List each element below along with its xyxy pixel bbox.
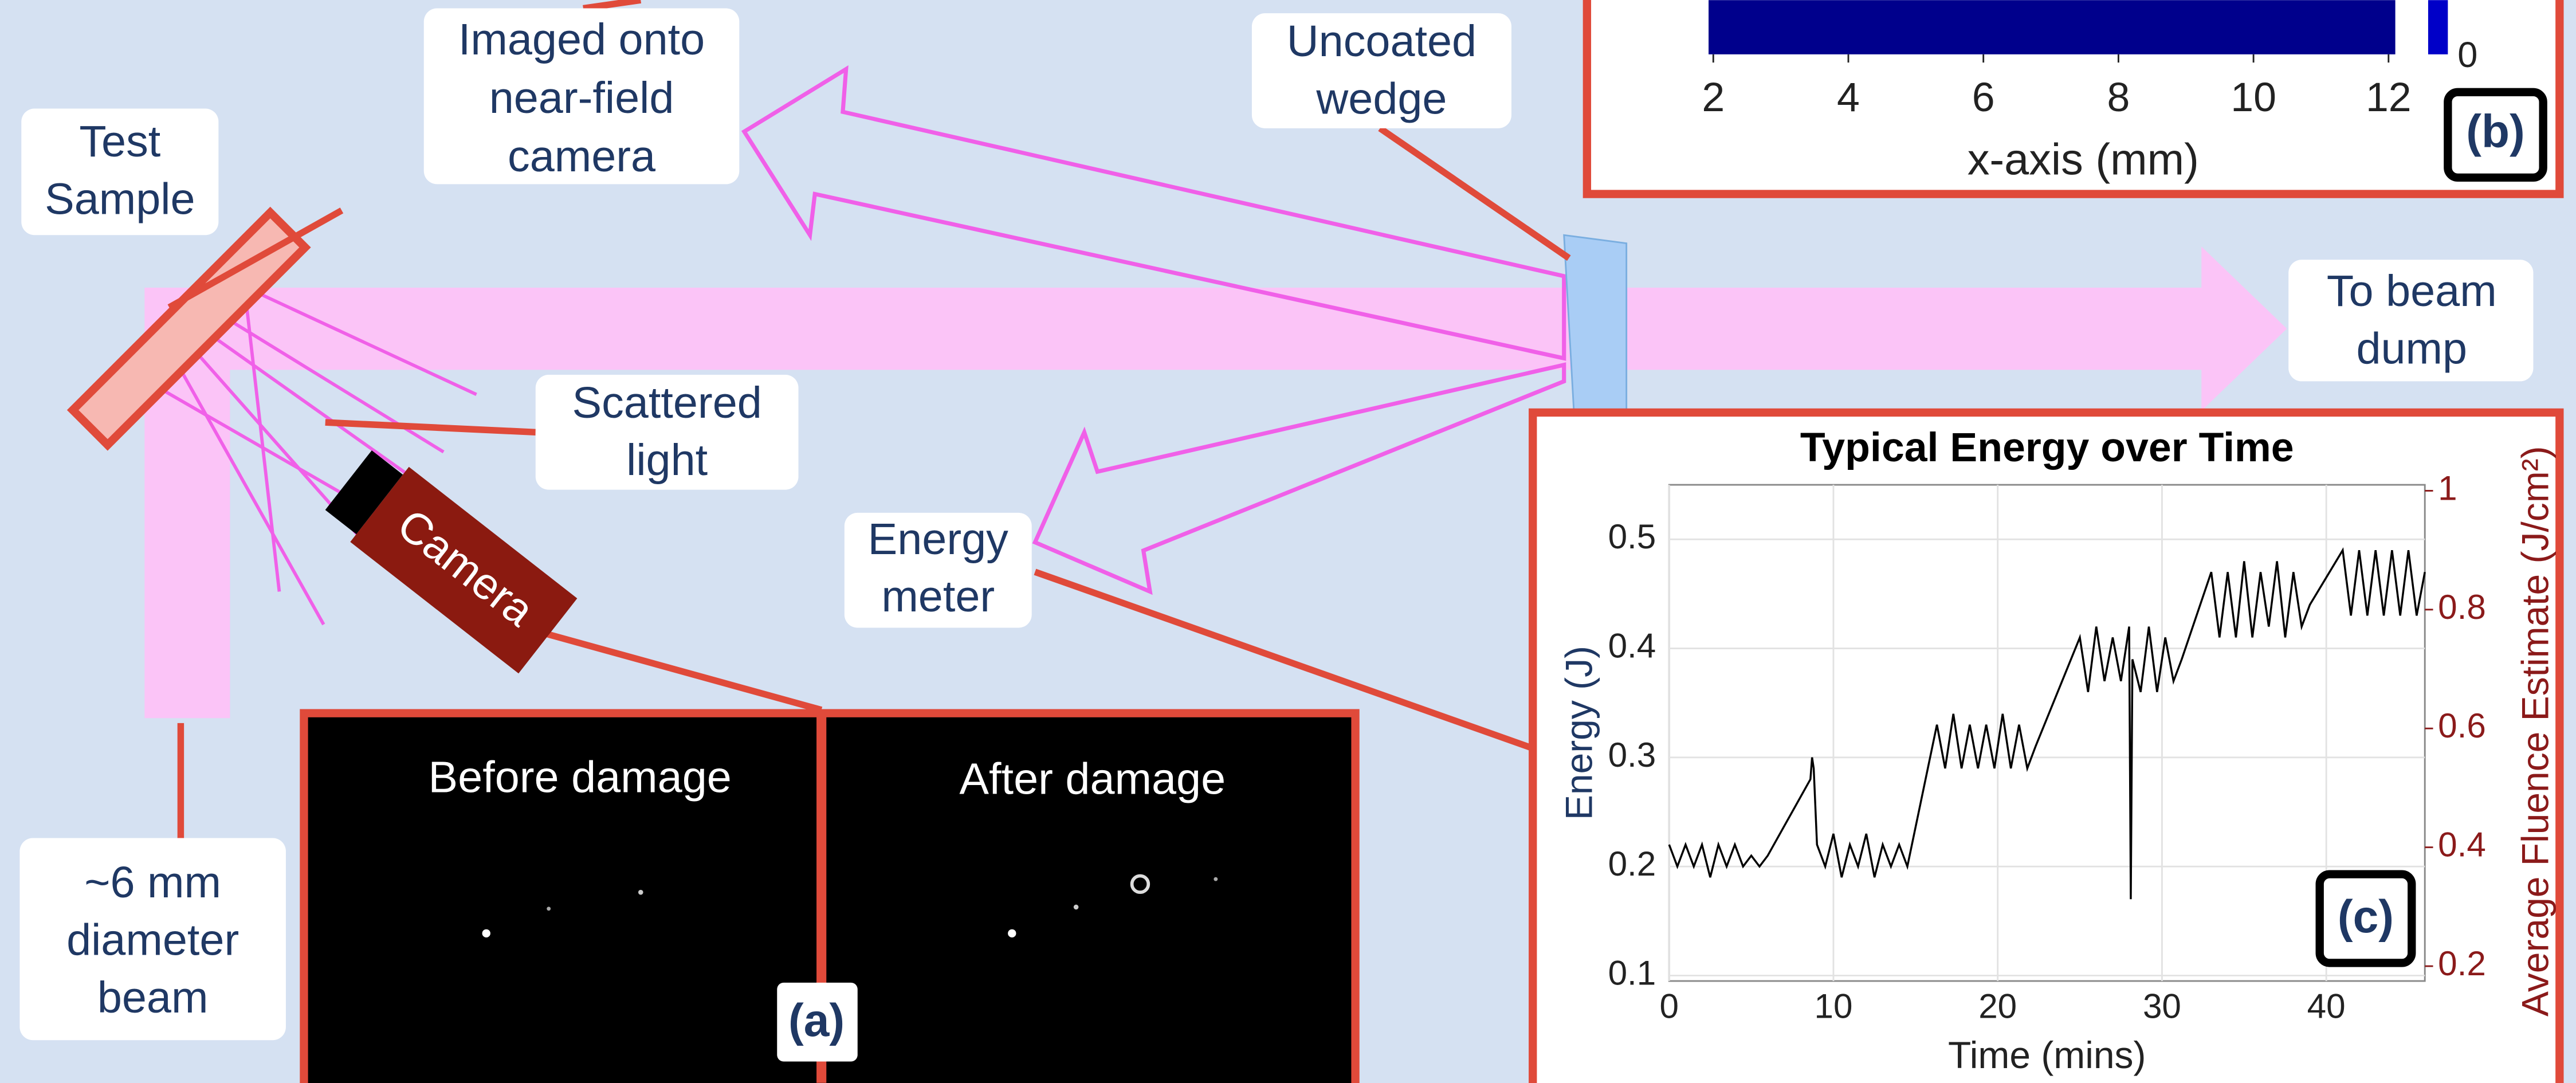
label-text: Imaged onto [458,15,705,64]
x-tick-label: 10 [2231,74,2276,120]
label-text: diameter [66,916,239,965]
x-tick-label: 0 [1659,987,1678,1026]
speck [547,907,551,911]
label-text: ~6 mm [84,858,221,907]
label-text: Test [79,117,160,166]
y2-tick-label: 0.8 [2438,587,2486,626]
x-tick-label: 20 [1978,987,2017,1026]
label-text: meter [881,572,995,621]
x-tick-label: 6 [1972,74,1995,120]
x-tick-label: 30 [2143,987,2181,1026]
beam-profile [1709,0,2396,54]
x-axis-label: Time (mins) [1948,1034,2146,1076]
label-text: Uncoated [1287,17,1477,66]
y-tick-label: 0.5 [1608,517,1656,556]
diagram: Before damage After damage (a) x-axis (m… [0,0,2576,1083]
x-tick-label: 2 [1702,74,1725,120]
x-tick-label: 12 [2366,74,2412,120]
chart-title: Typical Energy over Time [1800,425,2294,470]
y2-axis-label: Average Fluence Estimate (J/cm²) [2514,446,2556,1017]
colorbar [2428,0,2448,54]
y-tick-label: 0.3 [1608,735,1656,774]
y2-tick-label: 0.4 [2438,825,2486,864]
label-text: light [626,435,708,485]
y2-tick-label: 0.2 [2438,944,2486,983]
speck [1074,905,1079,910]
speck [1008,929,1016,937]
before-label: Before damage [429,753,732,802]
plot-area [1669,485,2425,981]
label-text: camera [508,132,656,181]
panel-label: (a) [788,995,845,1046]
y2-tick-label: 0.6 [2438,706,2486,745]
y-tick-label: 0.2 [1608,844,1656,883]
x-tick-label: 10 [1814,987,1852,1026]
label-text: beam [97,973,209,1022]
speck [482,929,490,937]
label-text: near-field [489,73,674,123]
panel-b: x-axis (mm) (b) 2 4 6 8 10 12 0 [1587,0,2559,194]
label-text: Sample [45,174,195,223]
x-tick-label: 8 [2107,74,2130,120]
panel-c: Typical Energy over Time Time (mins) Ene… [1533,413,2559,1083]
x-tick-label: 4 [1837,74,1860,120]
y-tick-label: 0.4 [1608,626,1656,665]
x-tick-label: 40 [2307,987,2346,1026]
y-axis-label: Energy (J) [1558,646,1600,820]
speck [638,890,643,895]
x-axis-label: x-axis (mm) [1968,135,2199,185]
label-text: dump [2356,324,2467,373]
page: {"labels": { "imaged": ["Imaged onto", "… [0,0,2576,1083]
panel-label: (b) [2466,106,2525,158]
label-text: wedge [1316,74,1447,123]
label-text: Scattered [572,378,761,427]
label-text: Energy [868,515,1009,564]
panel-a: Before damage After damage (a) [304,713,1355,1083]
wedge [1564,235,1627,411]
colorbar-tick-label: 0 [2457,35,2477,75]
after-label: After damage [959,755,1226,804]
panel-label: (c) [2338,891,2394,943]
y-tick-label: 0.1 [1608,953,1656,992]
label-text: To beam [2327,266,2497,316]
y2-tick-label: 1 [2438,468,2457,507]
speck [1214,877,1218,881]
